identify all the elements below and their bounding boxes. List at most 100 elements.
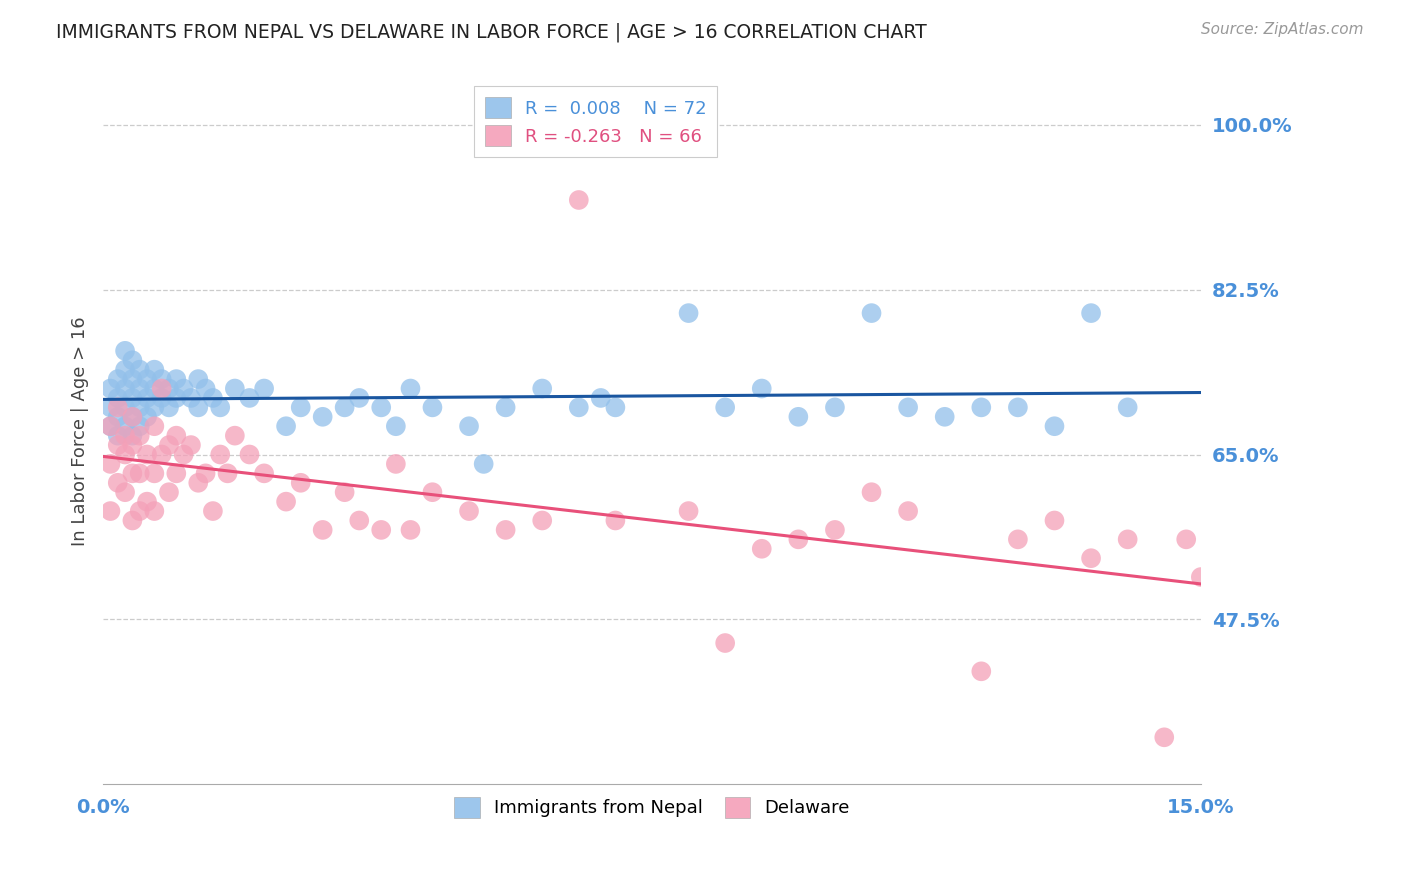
Point bbox=[349, 391, 371, 405]
Point bbox=[121, 467, 143, 481]
Point bbox=[143, 382, 166, 396]
Point bbox=[370, 401, 392, 415]
Point bbox=[970, 401, 993, 415]
Point bbox=[209, 448, 232, 462]
Point bbox=[333, 485, 356, 500]
Point bbox=[107, 391, 129, 405]
Point bbox=[605, 401, 627, 415]
Point bbox=[136, 391, 159, 405]
Point bbox=[751, 541, 773, 556]
Point bbox=[399, 382, 422, 396]
Point bbox=[173, 382, 195, 396]
Point bbox=[787, 409, 810, 424]
Text: IMMIGRANTS FROM NEPAL VS DELAWARE IN LABOR FORCE | AGE > 16 CORRELATION CHART: IMMIGRANTS FROM NEPAL VS DELAWARE IN LAB… bbox=[56, 22, 927, 42]
Point bbox=[1080, 551, 1102, 566]
Point bbox=[399, 523, 422, 537]
Point bbox=[194, 467, 217, 481]
Text: Source: ZipAtlas.com: Source: ZipAtlas.com bbox=[1201, 22, 1364, 37]
Point bbox=[107, 438, 129, 452]
Point bbox=[370, 523, 392, 537]
Point bbox=[385, 419, 408, 434]
Point bbox=[472, 457, 495, 471]
Point bbox=[238, 391, 260, 405]
Point bbox=[187, 475, 209, 490]
Point bbox=[173, 448, 195, 462]
Point bbox=[678, 306, 700, 320]
Point bbox=[150, 391, 173, 405]
Point bbox=[1043, 419, 1066, 434]
Point bbox=[1116, 533, 1139, 547]
Point bbox=[495, 523, 517, 537]
Point bbox=[568, 401, 591, 415]
Point bbox=[107, 409, 129, 424]
Point bbox=[100, 401, 122, 415]
Point bbox=[143, 362, 166, 376]
Point bbox=[114, 448, 136, 462]
Point bbox=[114, 419, 136, 434]
Point bbox=[107, 401, 129, 415]
Point bbox=[1153, 731, 1175, 745]
Point bbox=[1175, 533, 1198, 547]
Point bbox=[187, 372, 209, 386]
Point bbox=[165, 391, 187, 405]
Point bbox=[201, 504, 224, 518]
Point bbox=[238, 448, 260, 462]
Point bbox=[224, 428, 246, 442]
Point bbox=[422, 485, 444, 500]
Point bbox=[100, 419, 122, 434]
Point bbox=[128, 362, 150, 376]
Point bbox=[107, 428, 129, 442]
Point bbox=[860, 306, 883, 320]
Point bbox=[136, 448, 159, 462]
Point bbox=[150, 372, 173, 386]
Point bbox=[458, 504, 481, 518]
Point bbox=[143, 419, 166, 434]
Point bbox=[143, 467, 166, 481]
Point bbox=[121, 438, 143, 452]
Point bbox=[897, 504, 920, 518]
Point bbox=[114, 343, 136, 358]
Point bbox=[128, 504, 150, 518]
Point bbox=[787, 533, 810, 547]
Point bbox=[422, 401, 444, 415]
Point bbox=[495, 401, 517, 415]
Point bbox=[209, 401, 232, 415]
Legend: Immigrants from Nepal, Delaware: Immigrants from Nepal, Delaware bbox=[447, 789, 856, 825]
Point bbox=[274, 419, 297, 434]
Point bbox=[217, 467, 239, 481]
Point bbox=[121, 514, 143, 528]
Point bbox=[1007, 533, 1029, 547]
Point bbox=[605, 514, 627, 528]
Point bbox=[100, 457, 122, 471]
Point bbox=[121, 391, 143, 405]
Point bbox=[165, 428, 187, 442]
Point bbox=[121, 428, 143, 442]
Point bbox=[1080, 306, 1102, 320]
Point bbox=[458, 419, 481, 434]
Point bbox=[224, 382, 246, 396]
Point bbox=[121, 372, 143, 386]
Point bbox=[860, 485, 883, 500]
Point bbox=[128, 401, 150, 415]
Point bbox=[274, 494, 297, 508]
Point bbox=[1007, 401, 1029, 415]
Point bbox=[136, 409, 159, 424]
Point bbox=[311, 409, 333, 424]
Point bbox=[290, 475, 312, 490]
Point bbox=[114, 485, 136, 500]
Point bbox=[897, 401, 920, 415]
Point bbox=[934, 409, 956, 424]
Point bbox=[678, 504, 700, 518]
Point bbox=[531, 382, 554, 396]
Point bbox=[824, 523, 846, 537]
Point bbox=[1189, 570, 1212, 584]
Point bbox=[121, 353, 143, 368]
Point bbox=[568, 193, 591, 207]
Point bbox=[143, 504, 166, 518]
Point bbox=[349, 514, 371, 528]
Point bbox=[157, 382, 180, 396]
Point bbox=[589, 391, 612, 405]
Point bbox=[180, 391, 202, 405]
Point bbox=[100, 419, 122, 434]
Point bbox=[128, 428, 150, 442]
